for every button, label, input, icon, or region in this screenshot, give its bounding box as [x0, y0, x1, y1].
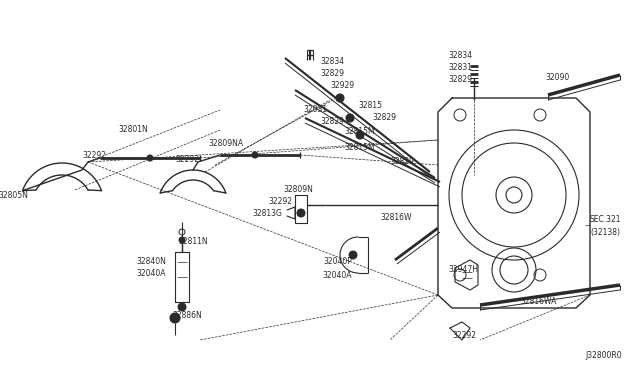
- Circle shape: [349, 251, 357, 259]
- Text: 32090: 32090: [545, 74, 569, 83]
- Circle shape: [147, 155, 153, 161]
- Text: 32809N: 32809N: [283, 186, 313, 195]
- Text: 32031: 32031: [303, 106, 327, 115]
- Text: 32829: 32829: [372, 113, 396, 122]
- Text: J32800R0: J32800R0: [586, 352, 622, 360]
- Circle shape: [336, 94, 344, 102]
- Text: 32813G: 32813G: [252, 209, 282, 218]
- Text: (32138): (32138): [590, 228, 620, 237]
- Text: 32816W: 32816W: [380, 214, 412, 222]
- Text: 32815M: 32815M: [344, 144, 374, 153]
- Text: 32801N: 32801N: [118, 125, 148, 135]
- Text: 32805N: 32805N: [0, 190, 28, 199]
- Text: 32831: 32831: [448, 64, 472, 73]
- Circle shape: [297, 209, 305, 217]
- Text: 32809NA: 32809NA: [208, 138, 243, 148]
- Text: 32886N: 32886N: [172, 311, 202, 321]
- Text: 32292: 32292: [268, 198, 292, 206]
- Circle shape: [356, 131, 364, 139]
- Text: 32040A: 32040A: [136, 269, 166, 279]
- Text: 32040A: 32040A: [323, 272, 352, 280]
- Text: SEC.321: SEC.321: [590, 215, 621, 224]
- Text: 32829: 32829: [320, 70, 344, 78]
- Text: 32947H: 32947H: [448, 266, 478, 275]
- Circle shape: [178, 303, 186, 311]
- Text: 32292: 32292: [82, 151, 106, 160]
- Text: 32829: 32829: [390, 157, 414, 167]
- Circle shape: [170, 313, 180, 323]
- Text: 32815: 32815: [358, 102, 382, 110]
- Text: 32929: 32929: [330, 81, 354, 90]
- Circle shape: [346, 114, 354, 122]
- Text: 32292: 32292: [175, 155, 199, 164]
- Text: 32834: 32834: [320, 58, 344, 67]
- Text: 32811N: 32811N: [178, 237, 207, 247]
- Text: 32292: 32292: [452, 331, 476, 340]
- Text: 32829: 32829: [448, 76, 472, 84]
- Text: 32840N: 32840N: [136, 257, 166, 266]
- Text: 32834: 32834: [448, 51, 472, 61]
- Text: 32815M: 32815M: [344, 128, 374, 137]
- Text: 32816WA: 32816WA: [520, 298, 556, 307]
- Circle shape: [252, 152, 258, 158]
- Text: 32829: 32829: [320, 118, 344, 126]
- Circle shape: [179, 237, 185, 243]
- Text: 32040P: 32040P: [323, 257, 352, 266]
